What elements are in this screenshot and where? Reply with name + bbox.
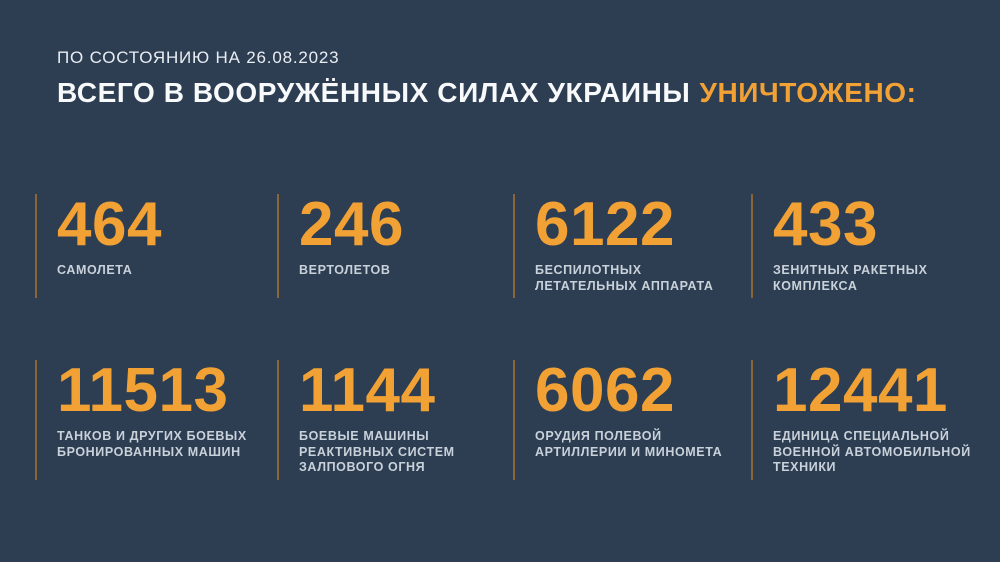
stat-value: 1144: [299, 356, 436, 425]
stat-uav: 6122 БЕСПИЛОТНЫХ ЛЕТАТЕЛЬНЫХ АППАРАТА: [513, 194, 751, 298]
stat-label: ТАНКОВ И ДРУГИХ БОЕВЫХ БРОНИРОВАННЫХ МАШ…: [57, 429, 247, 459]
stat-label: САМОЛЕТА: [57, 263, 133, 277]
stat-mlrs: 1144 БОЕВЫЕ МАШИНЫ РЕАКТИВНЫХ СИСТЕМ ЗАЛ…: [277, 360, 513, 480]
stat-label: ОРУДИЯ ПОЛЕВОЙ АРТИЛЛЕРИИ И МИНОМЕТА: [535, 429, 723, 459]
stat-value: 6062: [535, 356, 675, 425]
header: ПО СОСТОЯНИЮ НА 26.08.2023 ВСЕГО В ВООРУ…: [57, 47, 960, 110]
stat-helicopters: 246 ВЕРТОЛЕТОВ: [277, 194, 513, 298]
stat-value: 11513: [57, 356, 229, 425]
stat-label: ЗЕНИТНЫХ РАКЕТНЫХ КОМПЛЕКСА: [773, 263, 928, 293]
stat-value: 433: [773, 190, 878, 259]
stat-vehicles: 12441 ЕДИНИЦА СПЕЦИАЛЬНОЙ ВОЕННОЙ АВТОМО…: [751, 360, 991, 480]
stat-label: БЕСПИЛОТНЫХ ЛЕТАТЕЛЬНЫХ АППАРАТА: [535, 263, 714, 293]
report-date-line: ПО СОСТОЯНИЮ НА 26.08.2023: [57, 48, 340, 67]
stat-label: ЕДИНИЦА СПЕЦИАЛЬНОЙ ВОЕННОЙ АВТОМОБИЛЬНО…: [773, 429, 971, 474]
stat-value: 246: [299, 190, 404, 259]
stats-grid: 464 САМОЛЕТА 246 ВЕРТОЛЕТОВ 6122 БЕСПИЛО…: [35, 194, 1000, 480]
stat-label: БОЕВЫЕ МАШИНЫ РЕАКТИВНЫХ СИСТЕМ ЗАЛПОВОГ…: [299, 429, 455, 474]
stat-aircraft: 464 САМОЛЕТА: [35, 194, 277, 298]
stat-tanks: 11513 ТАНКОВ И ДРУГИХ БОЕВЫХ БРОНИРОВАНН…: [35, 360, 277, 480]
stat-air-defense: 433 ЗЕНИТНЫХ РАКЕТНЫХ КОМПЛЕКСА: [751, 194, 991, 298]
stat-value: 12441: [773, 356, 948, 425]
page-title: ВСЕГО В ВООРУЖЁННЫХ СИЛАХ УКРАИНЫ УНИЧТОЖ…: [57, 76, 960, 110]
page-title-main: ВСЕГО В ВООРУЖЁННЫХ СИЛАХ УКРАИНЫ: [57, 77, 691, 108]
stat-value: 6122: [535, 190, 675, 259]
stat-label: ВЕРТОЛЕТОВ: [299, 263, 391, 277]
stat-artillery: 6062 ОРУДИЯ ПОЛЕВОЙ АРТИЛЛЕРИИ И МИНОМЕТ…: [513, 360, 751, 480]
page-title-accent: УНИЧТОЖЕНО:: [699, 77, 917, 108]
stat-value: 464: [57, 190, 162, 259]
